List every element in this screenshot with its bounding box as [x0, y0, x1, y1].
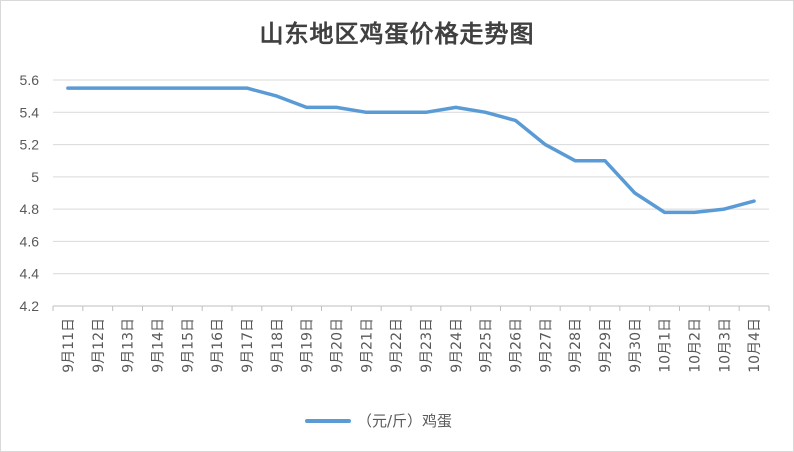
- x-tick-label: 10月1日: [658, 318, 674, 373]
- data-point: [603, 159, 607, 162]
- data-point: [215, 86, 219, 90]
- legend-series-label: （元/斤）鸡蛋: [357, 412, 452, 430]
- x-tick-label: 9月14日: [150, 318, 166, 373]
- data-point: [186, 86, 189, 90]
- x-tick-label: 9月12日: [91, 318, 107, 373]
- data-point: [484, 111, 487, 114]
- data-point: [424, 111, 428, 114]
- plot-area: [66, 86, 756, 215]
- data-point: [514, 119, 517, 122]
- x-tick-label: 9月20日: [329, 318, 345, 373]
- y-tick-label: 4.8: [20, 201, 40, 217]
- x-tick-label: 9月24日: [449, 318, 465, 373]
- x-tick-label: 9月26日: [508, 318, 524, 373]
- x-tick-label: 9月25日: [479, 318, 495, 373]
- x-tick-label: 10月4日: [747, 318, 763, 373]
- data-point: [245, 86, 249, 90]
- data-point: [454, 106, 457, 109]
- data-point: [66, 86, 70, 90]
- data-point: [96, 86, 99, 90]
- y-axis: 4.2 4.4 4.6 4.8 5 5.2 5.4 5.6: [20, 72, 40, 314]
- chart-title: 山东地区鸡蛋价格走势图: [259, 19, 535, 48]
- y-tick-label: 4.4: [20, 266, 40, 282]
- data-point: [335, 106, 338, 109]
- x-tick-label: 9月29日: [598, 318, 614, 373]
- data-point: [126, 86, 129, 90]
- data-point: [394, 111, 398, 114]
- data-point: [663, 211, 666, 214]
- y-tick-label: 5.4: [20, 104, 40, 120]
- data-point: [752, 199, 756, 203]
- x-tick-label: 9月21日: [359, 318, 375, 373]
- x-tick-label: 9月23日: [419, 318, 435, 373]
- y-tick-label: 4.2: [20, 298, 40, 314]
- x-tick-label: 9月13日: [121, 318, 137, 373]
- y-tick-label: 5.2: [20, 137, 40, 153]
- x-axis: 9月11日 9月12日 9月13日 9月14日 9月15日 9月16日 9月17日 9月18日…: [52, 306, 770, 373]
- x-tick-label: 10月2日: [687, 318, 703, 373]
- data-point: [633, 191, 636, 195]
- y-tick-label: 4.6: [20, 233, 40, 249]
- data-point: [573, 159, 577, 162]
- data-point: [693, 211, 696, 214]
- data-point: [723, 207, 726, 211]
- x-tick-label: 9月11日: [61, 318, 77, 373]
- series-line: [66, 86, 756, 215]
- x-tick-label: 10月3日: [717, 318, 733, 373]
- x-tick-label: 9月28日: [568, 318, 584, 373]
- x-tick-label: 9月19日: [300, 318, 316, 373]
- x-tick-label: 9月30日: [628, 318, 644, 373]
- x-tick-label: 9月15日: [180, 318, 196, 373]
- x-tick-label: 9月16日: [210, 318, 226, 373]
- x-tick-label: 9月17日: [240, 318, 256, 373]
- data-point: [544, 143, 547, 146]
- data-point: [156, 86, 159, 90]
- x-tick-label: 9月18日: [270, 318, 286, 373]
- data-point: [365, 111, 368, 114]
- y-tick-label: 5.6: [20, 72, 40, 88]
- x-tick-label: 9月22日: [389, 318, 405, 373]
- legend: （元/斤）鸡蛋: [305, 412, 452, 430]
- data-point: [305, 106, 308, 109]
- y-tick-label: 5: [31, 169, 39, 185]
- data-point: [275, 94, 278, 98]
- x-tick-label: 9月27日: [538, 318, 554, 373]
